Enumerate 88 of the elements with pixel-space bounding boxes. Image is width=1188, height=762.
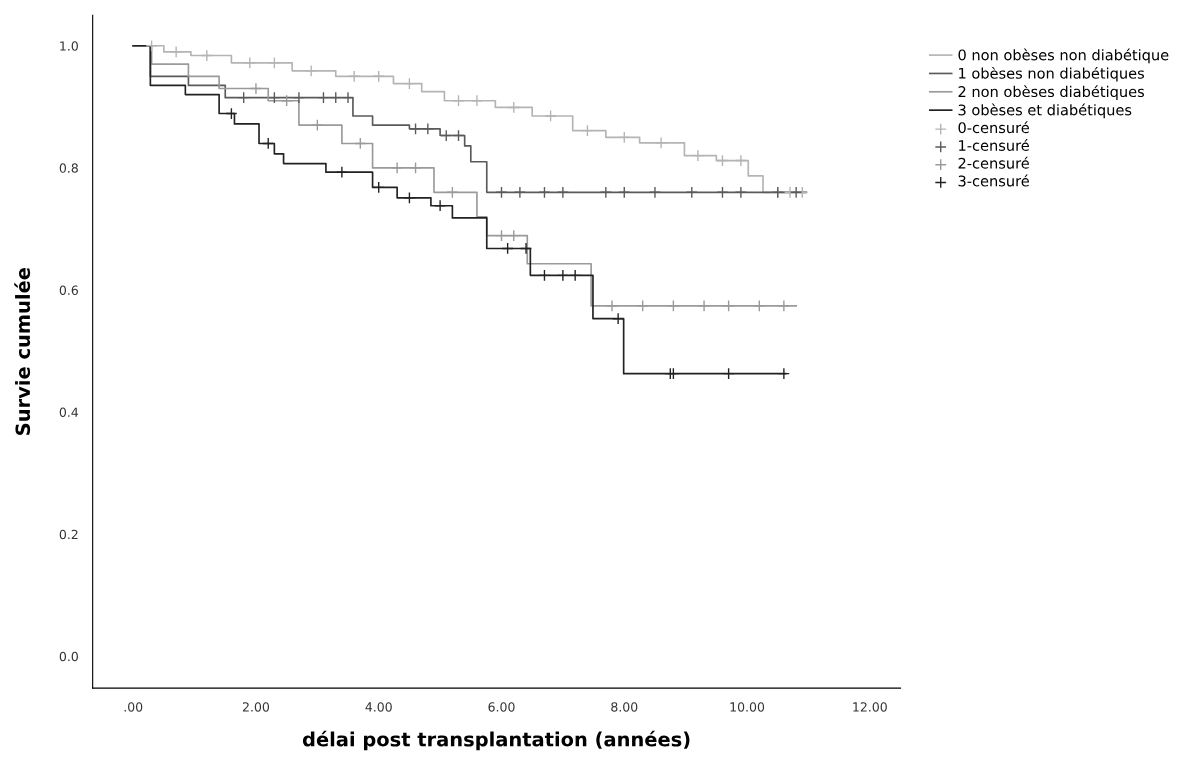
y-axis-title: Survie cumulée: [14, 267, 31, 435]
legend-label: 3-censuré: [958, 174, 1029, 187]
point: [697, 299, 711, 312]
legend-label: 3 obèses et diabétiques: [958, 103, 1132, 119]
y-tick-label: 0.6: [59, 285, 78, 295]
y-tick-label: 0.0: [59, 651, 78, 662]
legend-label: 0-censuré: [958, 121, 1029, 134]
point: [292, 91, 305, 104]
point: [470, 94, 484, 107]
point: [409, 161, 422, 174]
point: [268, 91, 281, 104]
x-tick-label: 4.00: [365, 702, 392, 712]
point: [280, 94, 293, 107]
point: [409, 122, 422, 135]
legend-label: 2 non obèses diabétiques: [958, 85, 1145, 100]
point: [262, 137, 275, 150]
y-tick-label: 1.0: [60, 41, 78, 51]
point: [354, 137, 367, 150]
point: [556, 186, 569, 199]
point: [716, 186, 729, 199]
x-tick-label: .00: [124, 702, 143, 712]
point: [452, 129, 465, 142]
point: [734, 154, 747, 167]
point: [513, 186, 526, 199]
point: [691, 149, 705, 162]
point: [145, 39, 158, 52]
point: [348, 70, 361, 83]
point: [335, 166, 348, 179]
point: [648, 186, 662, 199]
legend-label: 1 obèses non diabétiques: [959, 66, 1145, 82]
point: [777, 299, 790, 312]
point: [722, 367, 735, 380]
point: [311, 119, 324, 132]
point: [581, 124, 594, 137]
y-tick-label: 0.8: [59, 163, 78, 173]
x-tick-label: 6.00: [488, 702, 515, 712]
point: [734, 186, 747, 199]
point: [434, 199, 447, 212]
x-tick-label: 12.00: [853, 702, 887, 712]
point: [421, 122, 434, 135]
point: [667, 299, 680, 312]
point: [618, 131, 631, 144]
point: [538, 269, 551, 282]
point: [753, 299, 766, 312]
point: [372, 181, 385, 194]
point: [722, 299, 735, 312]
point: [495, 229, 508, 242]
point: [403, 77, 416, 90]
legend-label: 2-censuré: [958, 156, 1029, 169]
point: [618, 186, 631, 199]
point: [507, 101, 520, 114]
point: [446, 186, 459, 199]
point: [341, 91, 355, 104]
point: [685, 186, 698, 199]
point: [237, 91, 250, 104]
point: [507, 229, 520, 242]
point: [636, 299, 649, 312]
y-tick-label: 0.2: [59, 529, 78, 540]
point: [777, 367, 790, 380]
point: [495, 186, 508, 199]
point: [391, 161, 404, 174]
point: [440, 129, 453, 142]
x-tick-label: 2.00: [242, 702, 270, 712]
legend-label: 1-censuré: [959, 139, 1029, 151]
y-tick-label: 0.4: [59, 407, 79, 418]
x-tick-label: 8.00: [611, 702, 638, 712]
point: [372, 70, 385, 83]
point: [452, 94, 465, 107]
point: [403, 191, 416, 204]
point: [268, 56, 281, 69]
point: [716, 154, 729, 167]
point: [599, 186, 612, 199]
point: [200, 49, 213, 62]
legend-label: 0 non obèses non diabétique: [958, 48, 1169, 64]
point: [556, 269, 569, 282]
point: [605, 299, 619, 312]
point: [544, 109, 557, 123]
x-axis-title: délai post transplantation (années): [302, 730, 690, 751]
point: [501, 242, 514, 255]
point: [249, 82, 263, 95]
point: [790, 186, 803, 199]
point: [317, 91, 330, 104]
point: [329, 91, 342, 104]
point: [569, 269, 582, 282]
point: [538, 186, 551, 199]
point: [519, 242, 533, 255]
x-tick-label: 10.00: [730, 702, 765, 712]
point: [225, 107, 238, 120]
